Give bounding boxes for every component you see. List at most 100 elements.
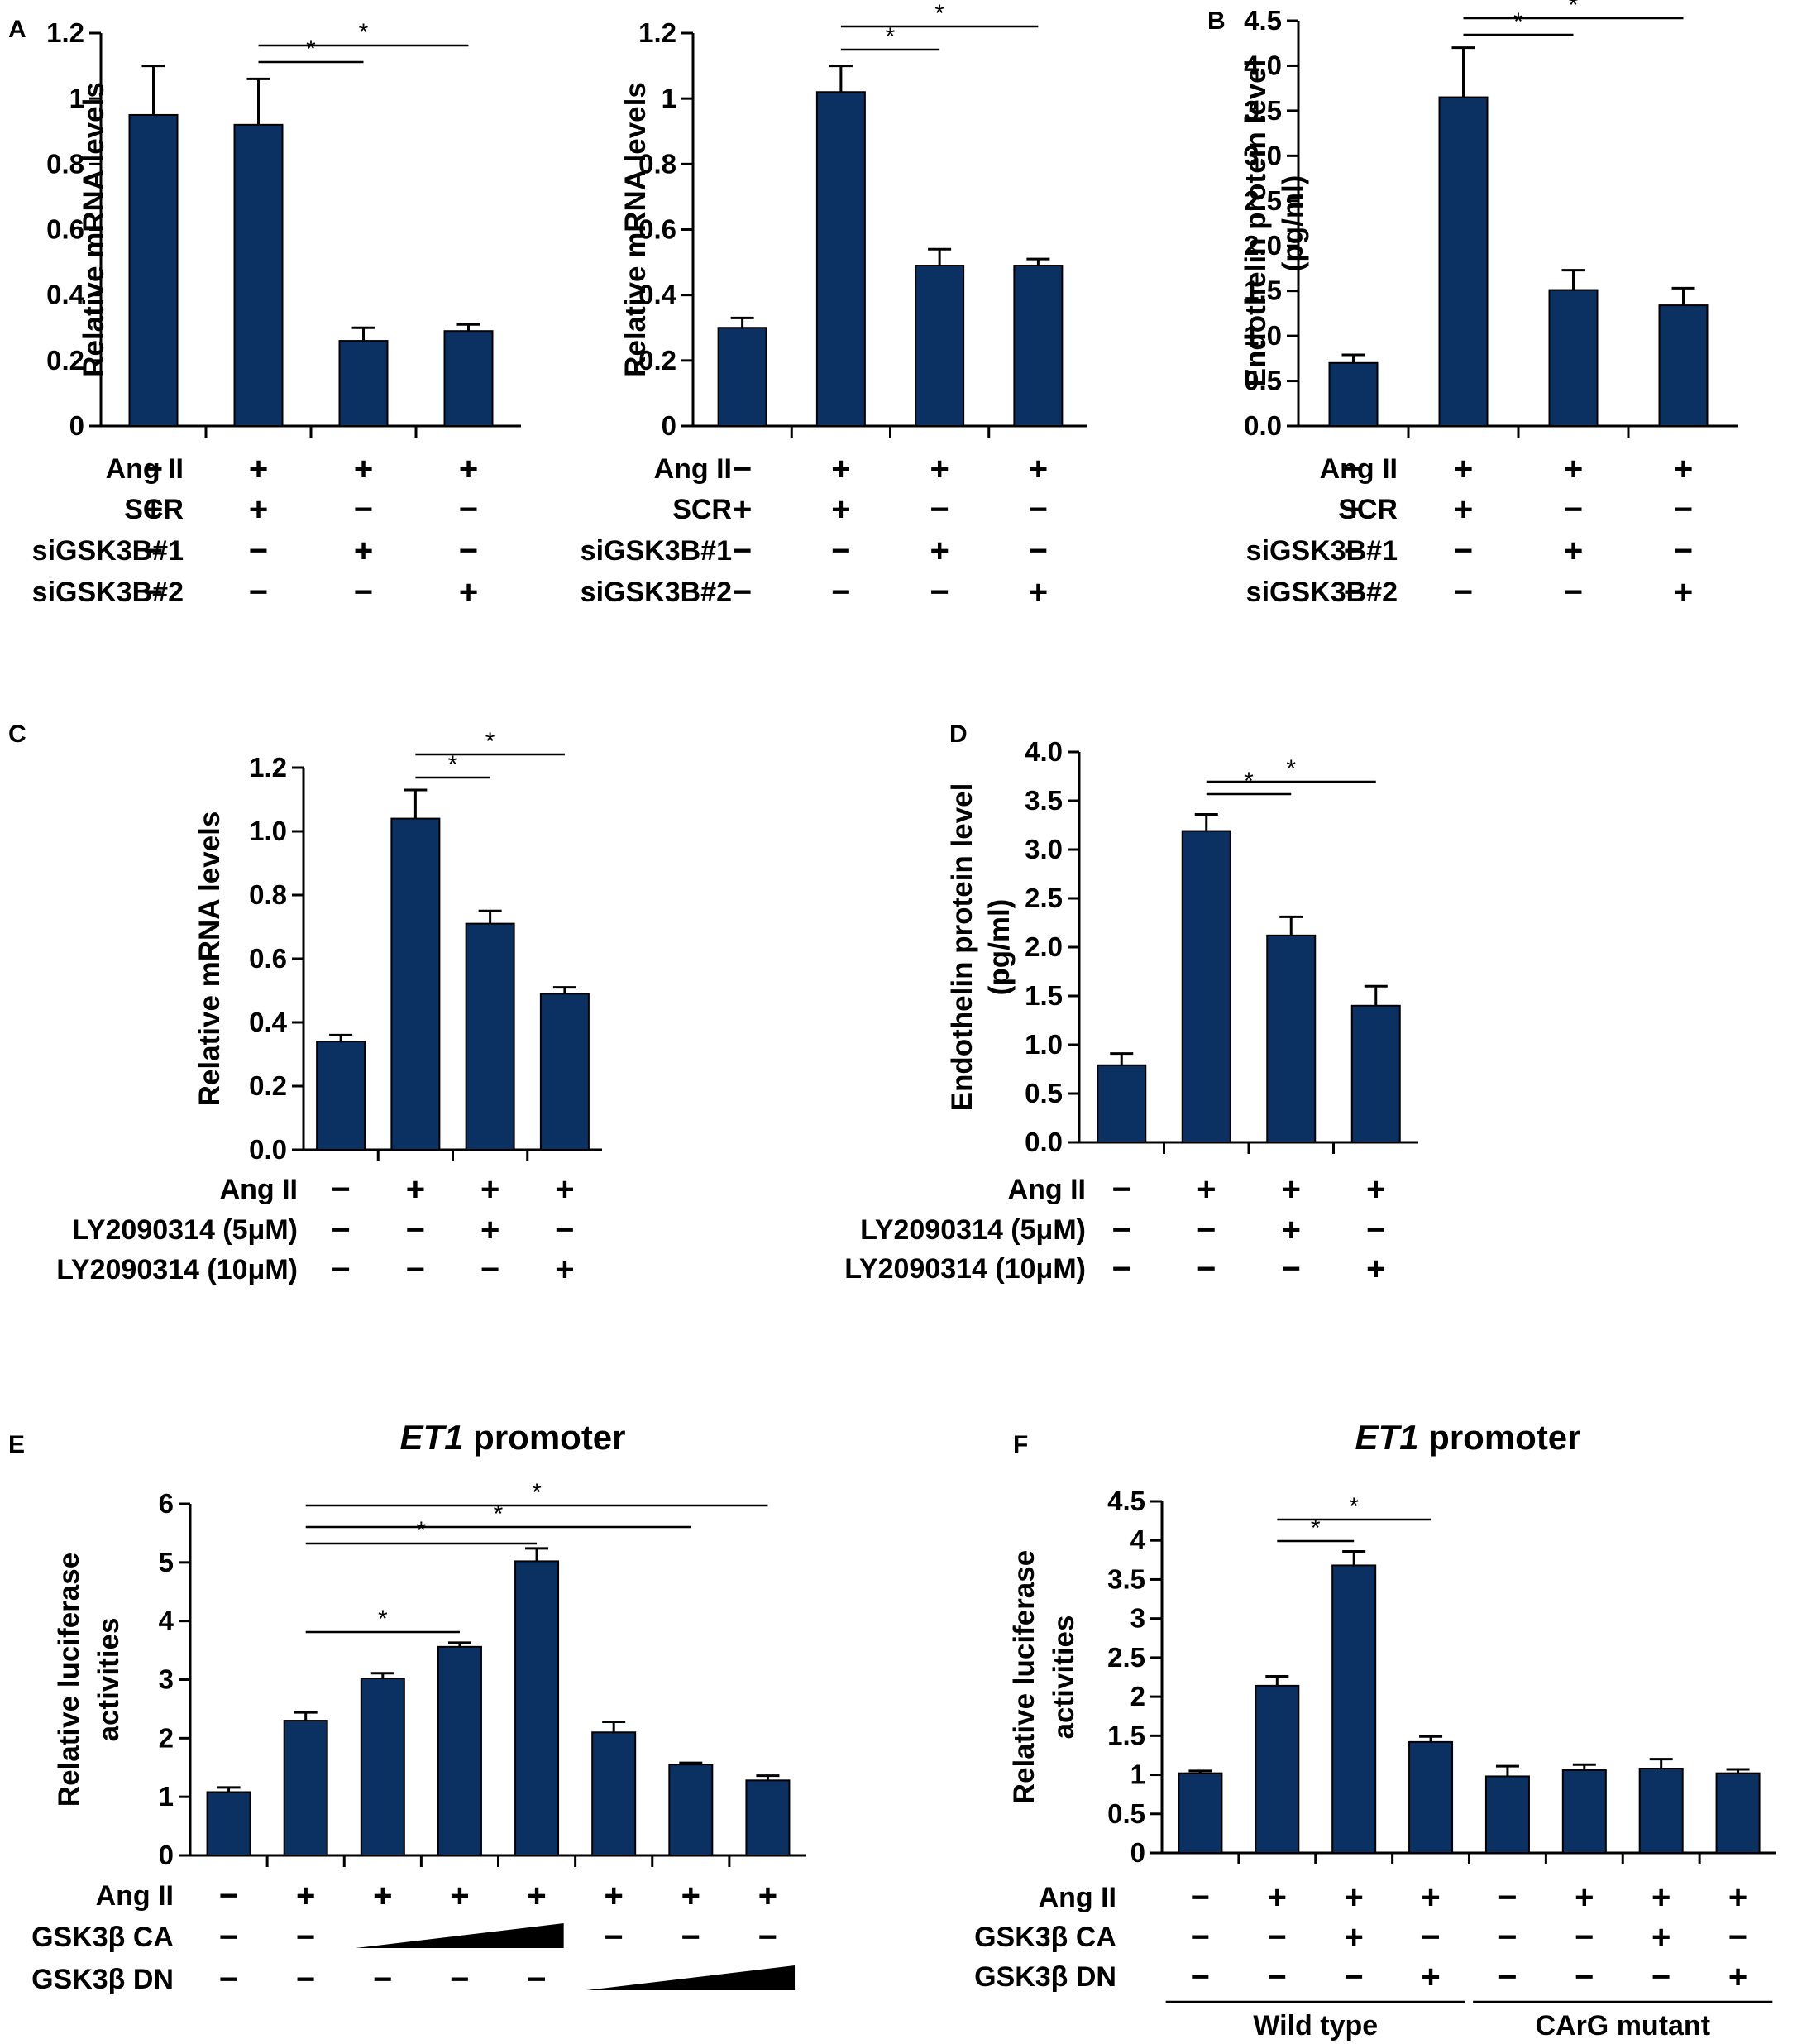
dose-wedge bbox=[356, 1923, 564, 1948]
y-tick-label: 0 bbox=[662, 410, 676, 441]
condition-mark: + bbox=[249, 451, 268, 487]
bar bbox=[539, 993, 590, 1151]
condition-mark: − bbox=[480, 1252, 499, 1288]
condition-mark: − bbox=[144, 574, 163, 610]
y-tick-label: 0.8 bbox=[46, 148, 84, 179]
group-label: Wild type bbox=[1253, 2010, 1378, 2042]
y-tick-label: 4 bbox=[1130, 1525, 1146, 1555]
condition-label: Ang II bbox=[106, 453, 184, 485]
chart-f: F ET1 promoter 0 0.5 1 1.5 2 2.5 3 3.5 4 4.5 Relativ… bbox=[974, 1418, 1776, 2042]
y-tick-label: 0.2 bbox=[638, 345, 676, 376]
condition-mark: − bbox=[1728, 1919, 1747, 1955]
condition-mark: − bbox=[144, 533, 163, 569]
y-tick-label: 0.0 bbox=[1244, 410, 1282, 441]
condition-mark: − bbox=[354, 574, 373, 610]
condition-mark: − bbox=[1651, 1959, 1671, 1995]
condition-mark: + bbox=[831, 491, 850, 528]
chart-a2: 0 0.2 0.4 0.6 0.8 1 1.2 Relative mRNA levels * * A… bbox=[581, 0, 1087, 610]
y-tick-label: 0.8 bbox=[249, 879, 287, 910]
y-tick-label: 6 bbox=[159, 1488, 174, 1519]
condition-label: LY2090314 (10μM) bbox=[844, 1253, 1086, 1285]
dose-wedge bbox=[586, 1965, 796, 1990]
condition-mark: − bbox=[1197, 1251, 1216, 1287]
y-tick-label: 3.5 bbox=[1025, 785, 1063, 816]
y-axis-label: Endothelin protein level bbox=[1240, 60, 1272, 388]
panel-letter: A bbox=[8, 16, 26, 43]
bar bbox=[233, 123, 284, 427]
y-axis-label-unit: (pg/ml) bbox=[983, 899, 1016, 996]
significance-star: * bbox=[1569, 0, 1579, 19]
group-label: CArG mutant bbox=[1535, 2010, 1710, 2042]
condition-mark: − bbox=[144, 451, 163, 487]
condition-mark: − bbox=[1674, 533, 1693, 569]
y-axis-label-unit: (pg/ml) bbox=[1277, 175, 1309, 272]
y-tick-label: 0.5 bbox=[1244, 366, 1282, 396]
condition-mark: − bbox=[733, 451, 752, 487]
condition-label: SCR bbox=[124, 494, 184, 525]
condition-mark: − bbox=[1498, 1879, 1517, 1916]
condition-mark: − bbox=[296, 1919, 315, 1955]
significance-star: * bbox=[417, 1517, 427, 1544]
y-axis-label: Relative luciferase bbox=[53, 1553, 85, 1807]
condition-mark: + bbox=[1366, 1171, 1385, 1208]
condition-mark: − bbox=[1191, 1879, 1210, 1916]
condition-label: siGSK3B#2 bbox=[581, 577, 732, 608]
condition-mark: − bbox=[831, 574, 850, 610]
condition-mark: − bbox=[1112, 1171, 1131, 1208]
bar bbox=[206, 1791, 251, 1856]
condition-mark: − bbox=[1197, 1212, 1216, 1248]
condition-mark: + bbox=[1728, 1879, 1747, 1916]
condition-mark: + bbox=[354, 533, 373, 569]
condition-mark: + bbox=[1197, 1171, 1216, 1208]
y-axis-label: Relative mRNA levels bbox=[619, 82, 652, 377]
condition-mark: − bbox=[1112, 1251, 1131, 1287]
condition-mark: − bbox=[1575, 1919, 1594, 1955]
y-tick-label: 1.2 bbox=[46, 17, 84, 48]
condition-mark: − bbox=[1345, 1959, 1364, 1995]
bar bbox=[443, 330, 494, 428]
condition-mark: − bbox=[1191, 1959, 1210, 1995]
y-tick-label: 5 bbox=[159, 1547, 174, 1577]
bar bbox=[1638, 1768, 1684, 1854]
y-tick-label: 2 bbox=[1130, 1681, 1145, 1711]
condition-label: siGSK3B#1 bbox=[32, 535, 184, 567]
condition-mark: + bbox=[373, 1878, 392, 1914]
condition-mark: + bbox=[354, 451, 373, 487]
bar bbox=[1408, 1740, 1454, 1855]
condition-mark: − bbox=[1498, 1919, 1517, 1955]
bar bbox=[316, 1041, 366, 1151]
condition-mark: − bbox=[1029, 491, 1048, 528]
bar bbox=[815, 91, 866, 427]
condition-mark: − bbox=[331, 1171, 350, 1208]
condition-mark: − bbox=[1191, 1919, 1210, 1955]
condition-mark: + bbox=[930, 451, 949, 487]
condition-mark: + bbox=[1454, 491, 1473, 528]
condition-label: LY2090314 (5μM) bbox=[860, 1214, 1086, 1246]
bar bbox=[514, 1560, 560, 1856]
condition-mark: − bbox=[1421, 1919, 1440, 1955]
significance-star: * bbox=[494, 1501, 504, 1528]
y-tick-label: 1 bbox=[159, 1781, 174, 1812]
condition-mark: + bbox=[1344, 491, 1363, 528]
condition-mark: + bbox=[1575, 1879, 1594, 1916]
y-tick-label: 1.5 bbox=[1244, 275, 1282, 306]
bar bbox=[283, 1720, 328, 1856]
bar bbox=[360, 1678, 405, 1857]
condition-mark: + bbox=[1674, 574, 1693, 610]
condition-label: GSK3β CA bbox=[31, 1922, 174, 1953]
y-tick-label: 4.5 bbox=[1244, 5, 1282, 36]
condition-label: Ang II bbox=[220, 1174, 298, 1205]
bar bbox=[1658, 304, 1709, 428]
condition-mark: + bbox=[459, 451, 478, 487]
y-tick-label: 0.2 bbox=[249, 1070, 287, 1101]
y-tick-label: 3.0 bbox=[1025, 834, 1063, 864]
bar bbox=[128, 113, 179, 427]
condition-mark: − bbox=[733, 574, 752, 610]
condition-mark: + bbox=[296, 1878, 315, 1914]
y-tick-label: 1.0 bbox=[1244, 320, 1282, 351]
y-tick-label: 0 bbox=[69, 410, 84, 441]
condition-mark: − bbox=[1344, 574, 1363, 610]
significance-star: * bbox=[448, 751, 458, 778]
condition-mark: + bbox=[733, 491, 752, 528]
condition-mark: − bbox=[354, 491, 373, 528]
